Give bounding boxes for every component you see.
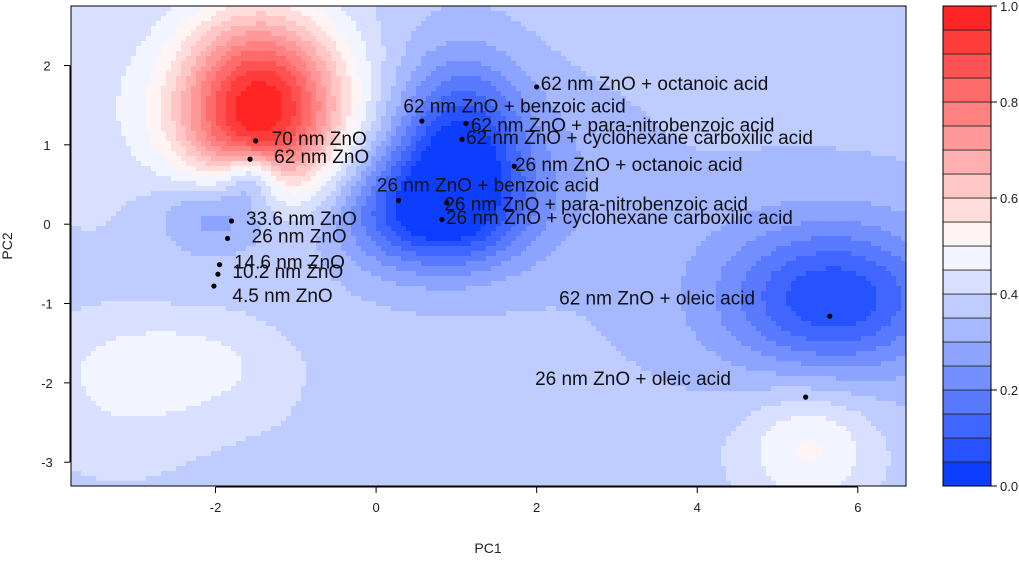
- colorbar-level: [943, 150, 991, 174]
- colorbar-level: [943, 198, 991, 222]
- point-label: 62 nm ZnO: [274, 147, 369, 168]
- colorbar-level: [943, 30, 991, 54]
- data-point: [253, 138, 258, 143]
- point-label: 4.5 nm ZnO: [232, 286, 332, 307]
- data-point: [463, 121, 468, 126]
- colorbar-level: [943, 366, 991, 390]
- data-point: [215, 272, 220, 277]
- point-label: 62 nm ZnO + octanoic acid: [541, 74, 769, 95]
- data-point: [534, 84, 539, 89]
- colorbar-level: [943, 294, 991, 318]
- x-tick-label: 0: [372, 500, 379, 515]
- colorbar-level: [943, 174, 991, 198]
- y-tick-label: -1: [41, 297, 53, 312]
- colorbar-level: [943, 222, 991, 246]
- colorbar-level: [943, 54, 991, 78]
- colorbar-level: [943, 318, 991, 342]
- data-point: [396, 198, 401, 203]
- data-point: [419, 118, 424, 123]
- point-label: 10.2 nm ZnO: [232, 262, 343, 283]
- y-tick-label: 2: [43, 59, 50, 74]
- colorbar-level: [943, 390, 991, 414]
- point-label: 26 nm ZnO + cyclohexane carboxilic acid: [446, 208, 793, 229]
- y-tick-label: -2: [41, 376, 53, 391]
- colorbar-tick-label: 0.8: [1000, 95, 1018, 110]
- colorbar-level: [943, 246, 991, 270]
- colorbar-level: [943, 270, 991, 294]
- x-axis-label: PC1: [474, 540, 501, 556]
- colorbar-tick-label: 1.0: [1000, 0, 1018, 14]
- x-tick-label: 6: [854, 500, 861, 515]
- colorbar-level: [943, 126, 991, 150]
- colorbar-tick-label: 0.4: [1000, 287, 1018, 302]
- point-label: 26 nm ZnO + octanoic acid: [515, 155, 743, 176]
- data-point: [439, 217, 444, 222]
- data-point: [247, 157, 252, 162]
- data-point: [827, 314, 832, 319]
- colorbar-level: [943, 438, 991, 462]
- x-tick-label: 4: [694, 500, 701, 515]
- x-tick-label: -2: [210, 500, 222, 515]
- y-tick-label: -3: [41, 455, 53, 470]
- colorbar: 1.0 0.8 0.6 0.4 0.2 0.0: [943, 0, 1018, 494]
- colorbar-level: [943, 78, 991, 102]
- point-label: 26 nm ZnO + benzoic acid: [377, 176, 599, 197]
- y-axis-label: PC2: [0, 232, 15, 259]
- x-tick-label: 2: [533, 500, 540, 515]
- colorbar-level: [943, 414, 991, 438]
- colorbar-tick-label: 0.0: [1000, 479, 1018, 494]
- data-point: [229, 218, 234, 223]
- point-label: 26 nm ZnO + oleic acid: [535, 369, 731, 390]
- x-axis: -2 0 2 4 6: [210, 487, 862, 515]
- y-tick-label: 1: [43, 138, 50, 153]
- colorbar-level: [943, 102, 991, 126]
- colorbar-level: [943, 6, 991, 30]
- point-label: 26 nm ZnO: [252, 226, 347, 247]
- colorbar-tick-label: 0.2: [1000, 383, 1018, 398]
- y-tick-label: 0: [43, 217, 50, 232]
- data-point: [459, 137, 464, 142]
- colorbar-level: [943, 462, 991, 486]
- data-point: [225, 236, 230, 241]
- data-point: [217, 262, 222, 267]
- colorbar-level: [943, 342, 991, 366]
- contour-surface: [71, 6, 907, 487]
- y-axis: 2 1 0 -1 -2 -3: [41, 59, 70, 471]
- point-label: 62 nm ZnO + benzoic acid: [403, 96, 625, 117]
- point-label: 62 nm ZnO + cyclohexane carboxilic acid: [466, 128, 813, 149]
- data-point: [211, 283, 216, 288]
- colorbar-tick-label: 0.6: [1000, 191, 1018, 206]
- point-label: 62 nm ZnO + oleic acid: [559, 288, 755, 309]
- data-point: [803, 395, 808, 400]
